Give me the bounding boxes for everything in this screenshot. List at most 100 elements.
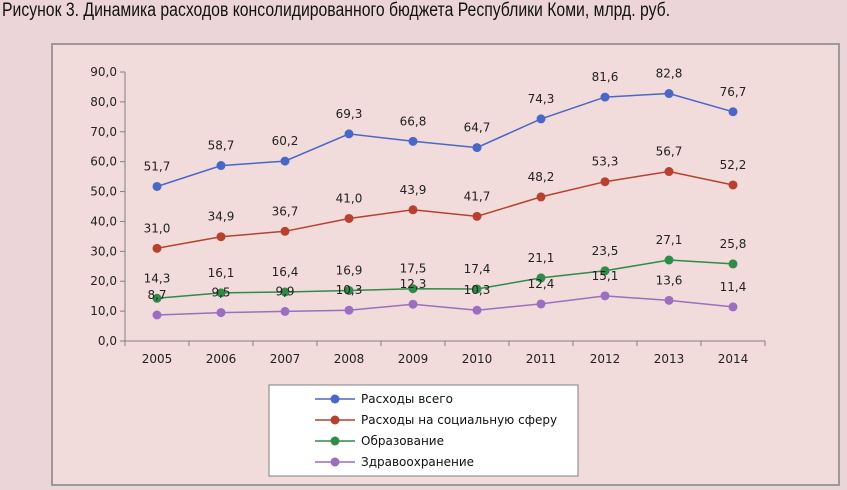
y-tick-label: 60,0 — [90, 155, 117, 169]
data-point — [152, 243, 162, 253]
data-point — [600, 177, 610, 187]
data-label: 66,8 — [400, 114, 427, 128]
data-point — [600, 266, 610, 276]
data-point — [728, 259, 738, 269]
data-label: 16,9 — [336, 263, 363, 277]
data-point — [536, 299, 546, 309]
legend-marker — [330, 394, 340, 404]
data-label: 82,8 — [656, 67, 683, 81]
data-point — [728, 180, 738, 190]
x-tick-label: 2006 — [206, 352, 237, 366]
data-label: 41,7 — [464, 189, 491, 203]
data-point — [664, 89, 674, 99]
data-label: 56,7 — [656, 145, 683, 159]
data-point — [728, 302, 738, 312]
data-label: 25,8 — [720, 237, 747, 251]
y-tick-label: 40,0 — [90, 214, 117, 228]
legend-marker — [330, 415, 340, 425]
data-point — [728, 107, 738, 117]
data-point — [536, 273, 546, 283]
data-label: 48,2 — [528, 170, 555, 184]
series-line-3 — [156, 259, 734, 300]
series-line-1 — [156, 92, 734, 188]
data-point — [152, 181, 162, 191]
x-tick-label: 2007 — [270, 352, 301, 366]
data-point — [344, 129, 354, 139]
data-point — [216, 161, 226, 171]
data-label: 11,4 — [720, 280, 747, 294]
data-label: 27,1 — [656, 233, 683, 247]
data-point — [472, 143, 482, 153]
data-point — [216, 308, 226, 318]
data-point — [664, 295, 674, 305]
data-point — [664, 255, 674, 265]
y-tick-label: 50,0 — [90, 185, 117, 199]
data-label: 51,7 — [144, 159, 171, 173]
series-line-2 — [156, 170, 734, 250]
data-point — [280, 226, 290, 236]
data-label: 9,5 — [211, 286, 230, 300]
data-label: 14,3 — [144, 271, 171, 285]
legend-label: Расходы на социальную сферу — [361, 413, 557, 427]
y-tick-label: 90,0 — [90, 65, 117, 79]
page-title: Рисунок 3. Динамика расходов консолидиро… — [2, 0, 671, 21]
data-label: 58,7 — [208, 139, 235, 153]
data-point — [472, 284, 482, 294]
y-tick-label: 80,0 — [90, 95, 117, 109]
data-point — [664, 167, 674, 177]
data-point — [152, 310, 162, 320]
data-label: 10,3 — [464, 283, 491, 297]
data-label: 15,1 — [592, 269, 619, 283]
data-point — [344, 305, 354, 315]
data-label: 13,6 — [656, 273, 683, 287]
data-point — [216, 232, 226, 242]
data-label: 76,7 — [720, 85, 747, 99]
data-label: 81,6 — [592, 70, 619, 84]
data-label: 23,5 — [592, 244, 619, 258]
legend-marker — [330, 457, 340, 467]
x-tick-label: 2012 — [590, 352, 621, 366]
data-label: 17,5 — [400, 262, 427, 276]
data-point — [600, 92, 610, 102]
data-point — [472, 211, 482, 221]
data-label: 31,0 — [144, 221, 171, 235]
data-point — [600, 291, 610, 301]
y-tick-label: 30,0 — [90, 244, 117, 258]
x-tick-label: 2014 — [718, 352, 749, 366]
data-point — [152, 293, 162, 303]
data-label: 74,3 — [528, 92, 555, 106]
legend-marker — [330, 436, 340, 446]
data-point — [408, 284, 418, 294]
data-label: 34,9 — [208, 210, 235, 224]
legend-label: Образование — [361, 434, 444, 448]
data-point — [408, 136, 418, 146]
y-tick-label: 10,0 — [90, 304, 117, 318]
data-label: 36,7 — [272, 204, 299, 218]
y-tick-label: 20,0 — [90, 274, 117, 288]
data-label: 64,7 — [464, 121, 491, 135]
data-label: 52,2 — [720, 158, 747, 172]
line-chart: 0,0 10,0 20,0 30,0 40,0 50,0 60,0 70,0 80,0 90,0 2… — [90, 65, 766, 477]
data-label: 12,3 — [400, 277, 427, 291]
legend-label: Здравоохранение — [361, 455, 474, 469]
x-tick-label: 2013 — [654, 352, 685, 366]
data-label: 60,2 — [272, 134, 299, 148]
data-label: 21,1 — [528, 251, 555, 265]
data-label: 12,4 — [528, 277, 555, 291]
data-label: 69,3 — [336, 107, 363, 121]
legend-label: Расходы всего — [361, 392, 453, 406]
data-point — [280, 287, 290, 297]
data-point — [472, 305, 482, 315]
data-label: 10,3 — [336, 283, 363, 297]
data-point — [408, 205, 418, 215]
data-label: 41,0 — [336, 191, 363, 205]
data-point — [536, 192, 546, 202]
series-line-4 — [156, 295, 734, 316]
data-label: 8,7 — [147, 288, 166, 302]
x-tick-label: 2008 — [334, 352, 365, 366]
x-tick-label: 2009 — [398, 352, 429, 366]
data-label: 53,3 — [592, 155, 619, 169]
data-label: 9,9 — [275, 284, 294, 298]
data-label: 16,1 — [208, 266, 235, 280]
x-tick-label: 2011 — [526, 352, 557, 366]
